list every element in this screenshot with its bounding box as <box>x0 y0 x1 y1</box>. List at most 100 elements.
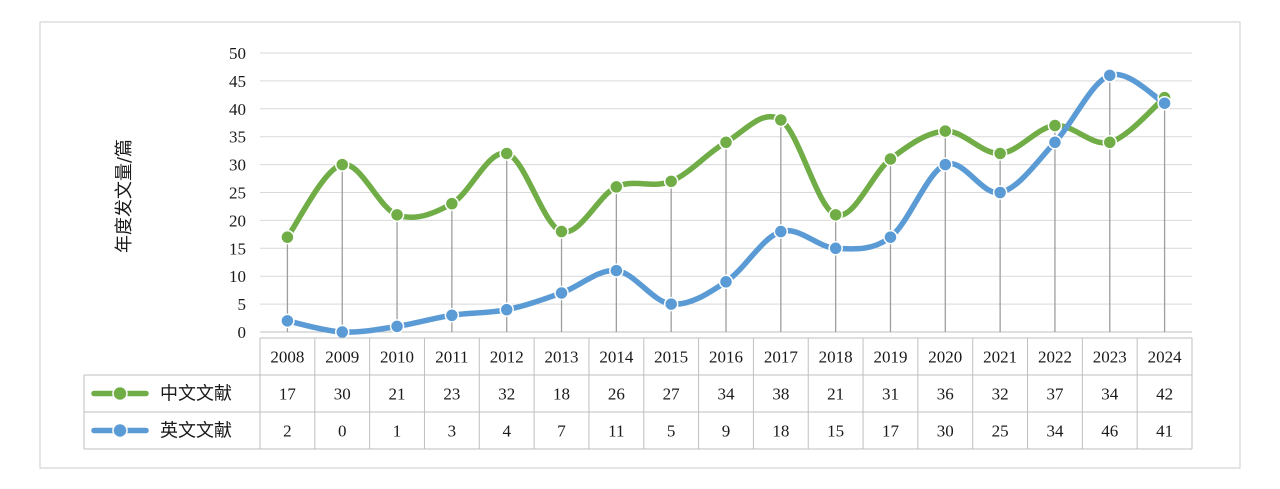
data-point <box>663 174 679 189</box>
data-point <box>389 319 405 334</box>
data-point <box>883 151 898 167</box>
x-category-label: 2019 <box>873 348 907 367</box>
data-point <box>773 112 789 128</box>
x-category-label: 2020 <box>928 348 962 367</box>
table-value: 46 <box>1101 422 1118 441</box>
table-value: 1 <box>393 422 402 441</box>
table-value: 30 <box>334 385 351 404</box>
data-point <box>499 146 514 161</box>
x-category-label: 2010 <box>380 348 414 367</box>
y-axis-label: 年度发文量/篇 <box>114 139 135 253</box>
table-value: 26 <box>608 385 625 404</box>
table-value: 34 <box>718 385 736 404</box>
y-tick-label: 0 <box>238 323 247 342</box>
data-point <box>992 146 1008 161</box>
table-value: 2 <box>283 422 292 441</box>
legend-marker <box>112 422 128 439</box>
data-point <box>334 157 350 172</box>
x-category-label: 2008 <box>270 348 304 367</box>
x-category-label: 2011 <box>435 348 468 367</box>
x-category-label: 2014 <box>599 348 634 367</box>
data-point <box>334 324 350 340</box>
x-category-label: 2016 <box>709 348 743 367</box>
table-value: 30 <box>937 422 954 441</box>
table-value: 21 <box>827 385 844 404</box>
table-value: 18 <box>772 422 789 441</box>
data-point <box>1047 135 1063 150</box>
table-value: 27 <box>663 385 681 404</box>
data-point <box>280 313 295 329</box>
data-point <box>1047 118 1063 133</box>
table-value: 3 <box>448 422 457 441</box>
data-point <box>389 207 405 223</box>
data-point <box>1157 95 1172 111</box>
data-point <box>938 123 953 139</box>
x-category-label: 2017 <box>764 348 799 367</box>
legend-label: 英文文献 <box>160 421 232 442</box>
y-tick-label: 25 <box>229 184 246 203</box>
y-tick-label: 30 <box>229 156 246 175</box>
data-point <box>828 241 843 256</box>
table-value: 21 <box>389 385 406 404</box>
data-point <box>554 285 569 301</box>
data-point <box>718 135 734 150</box>
x-category-label: 2015 <box>654 348 688 367</box>
y-tick-label: 40 <box>229 100 246 119</box>
table-value: 0 <box>338 422 347 441</box>
x-category-label: 2021 <box>983 348 1017 367</box>
y-tick-label: 45 <box>229 72 246 91</box>
table-value: 9 <box>722 422 731 441</box>
y-tick-label: 50 <box>229 44 246 63</box>
data-point <box>1102 135 1118 150</box>
data-point <box>609 179 624 195</box>
table-value: 32 <box>992 385 1009 404</box>
legend-label: 中文文献 <box>160 384 232 405</box>
table-value: 18 <box>553 385 570 404</box>
data-point <box>280 229 295 245</box>
data-point <box>992 185 1008 200</box>
data-point <box>938 157 953 172</box>
table-value: 23 <box>443 385 460 404</box>
data-point <box>663 296 679 312</box>
x-category-label: 2023 <box>1093 348 1127 367</box>
data-table: 2008 2009 2010 2011 2012 2013 2014 2015 2016 2017… <box>83 337 1193 450</box>
table-value: 42 <box>1156 385 1173 404</box>
table-value: 34 <box>1101 385 1119 404</box>
chart-frame <box>39 21 1241 469</box>
table-value: 5 <box>667 422 676 441</box>
table-value: 7 <box>557 422 566 441</box>
table-value: 31 <box>882 385 899 404</box>
table-value: 41 <box>1156 422 1173 441</box>
data-point <box>499 302 514 317</box>
table-value: 4 <box>502 422 511 441</box>
data-point <box>444 196 460 211</box>
x-category-label: 2012 <box>490 348 524 367</box>
table-value: 38 <box>772 385 789 404</box>
table-value: 36 <box>937 385 954 404</box>
y-tick-label: 20 <box>229 211 246 230</box>
table-value: 15 <box>827 422 844 441</box>
x-category-label: 2009 <box>325 348 359 367</box>
data-point <box>609 263 624 278</box>
series-markers <box>280 68 1172 340</box>
data-point <box>718 274 734 290</box>
table-value: 17 <box>279 385 297 404</box>
x-category-label: 2013 <box>545 348 579 367</box>
table-value: 37 <box>1046 385 1064 404</box>
x-category-label: 2024 <box>1148 348 1183 367</box>
table-value: 34 <box>1046 422 1064 441</box>
table-value: 32 <box>498 385 515 404</box>
x-category-label: 2018 <box>819 348 853 367</box>
table-value: 11 <box>608 422 624 441</box>
data-point <box>554 224 569 239</box>
y-tick-label: 15 <box>229 239 246 258</box>
drop-lines <box>286 75 1166 332</box>
y-tick-label: 35 <box>229 128 246 147</box>
table-value: 25 <box>992 422 1009 441</box>
y-axis-ticks: 0 5 10 15 20 25 30 35 40 45 50 <box>229 44 246 342</box>
data-point <box>883 229 898 245</box>
x-category-label: 2022 <box>1038 348 1072 367</box>
data-point <box>773 224 789 239</box>
data-point <box>828 207 843 223</box>
